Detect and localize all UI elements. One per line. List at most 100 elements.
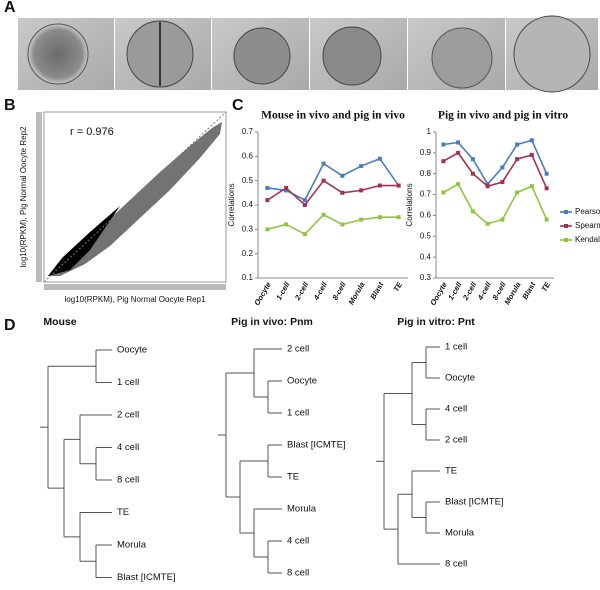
leaf-label: 4 cell	[445, 404, 467, 415]
marker	[284, 185, 289, 190]
tree-title: Mouse	[43, 316, 76, 328]
marker	[544, 217, 549, 222]
leaf-label: Morula	[445, 528, 475, 539]
marker	[485, 184, 490, 189]
leaf-label: 4 cell	[287, 536, 309, 547]
marker	[470, 157, 475, 162]
marker	[485, 182, 490, 187]
x-tick-label: 4-cell	[311, 280, 329, 303]
y-tick-label: 1	[427, 127, 432, 136]
legend-label: Spearman	[575, 221, 600, 230]
embryo	[322, 26, 382, 86]
legend-label: Kendall	[575, 235, 600, 244]
marker	[377, 156, 382, 161]
leaf-label: 2 cell	[117, 410, 139, 421]
marker	[321, 178, 326, 183]
line	[442, 151, 548, 189]
marker	[515, 190, 520, 195]
marker	[544, 171, 549, 176]
leaf-label: Oocyte	[117, 345, 147, 356]
chart-title: Pig in vivo and pig in vitro	[438, 110, 568, 122]
leaf-label: Blast [ICMTE]	[445, 497, 504, 508]
marker	[456, 150, 461, 155]
marker	[302, 198, 307, 203]
marker	[284, 222, 289, 227]
x-tick-label: 4-cell	[475, 280, 493, 303]
marker	[529, 152, 534, 157]
marker	[500, 180, 505, 185]
x-tick-label: 1-cell	[274, 280, 292, 302]
x-tick-label: TE	[539, 280, 552, 294]
y-tick-label: 0.7	[242, 127, 254, 136]
embryo	[513, 15, 591, 93]
leaf-label: Morula	[117, 540, 147, 551]
marker	[396, 215, 401, 220]
marker	[529, 184, 534, 189]
marker	[470, 171, 475, 176]
marker	[321, 161, 326, 166]
marker	[321, 212, 326, 217]
y-tick-label: 0.4	[420, 252, 432, 261]
chart-title: Mouse in vivo and pig in vivo	[261, 110, 405, 122]
leaf-label: TE	[445, 466, 457, 477]
line	[443, 139, 548, 186]
marker	[500, 165, 505, 170]
marker	[284, 188, 289, 193]
marker	[396, 183, 401, 188]
y-axis-label: log10(RPKM), Pig Normal Oocyte Rep2	[19, 126, 28, 267]
diagonal	[43, 111, 227, 283]
scatter-panel: r = 0.976 log10(RPKM), Pig Normal Oocyte…	[19, 111, 227, 304]
x-tick-label: Blast	[368, 280, 385, 301]
marker	[377, 183, 382, 188]
leaf-label: Blast [ICMTE]	[117, 572, 176, 583]
x-tick-label: 8-cell	[330, 280, 348, 302]
leaf-label: Oocyte	[445, 373, 475, 384]
marker	[456, 182, 461, 187]
legend-marker	[564, 224, 568, 228]
marker	[377, 215, 382, 220]
leaf-label: 8 cell	[117, 475, 139, 486]
marker	[265, 185, 270, 190]
marker	[500, 217, 505, 222]
y-tick-label: 0.9	[420, 148, 432, 157]
leaf-label: 1 cell	[287, 408, 309, 419]
y-tick-label: 0.3	[242, 224, 254, 233]
line	[266, 179, 399, 207]
marker	[359, 188, 364, 193]
x-tick-label: Morula	[346, 280, 366, 306]
legend-marker	[564, 238, 568, 242]
microscopy-strip	[18, 15, 598, 93]
leaf-label: 8 cell	[445, 559, 467, 570]
legend-label: Pearson	[575, 207, 600, 216]
marker	[441, 190, 446, 195]
leaf-label: Morula	[287, 504, 317, 515]
leaf-label: 8 cell	[287, 568, 309, 579]
tree-title: Pig in vitro: Pnt	[397, 316, 475, 328]
x-tick-label: Oocyte	[252, 280, 273, 307]
y-tick-label: 0.6	[420, 211, 432, 220]
x-tick-label: Blast	[520, 280, 537, 301]
marker	[456, 140, 461, 145]
y-axis-label: Correlations	[227, 183, 236, 226]
y-tick-label: 0.8	[420, 169, 432, 178]
line	[267, 213, 399, 236]
marker	[441, 159, 446, 164]
embryo	[431, 27, 493, 89]
point-core	[48, 206, 120, 276]
y-axis-label: Correlations	[405, 183, 414, 226]
marker	[544, 186, 549, 191]
y-tick-label: 0.2	[242, 249, 254, 258]
line	[442, 183, 548, 225]
panel-label: C	[232, 97, 244, 114]
marker	[340, 222, 345, 227]
embryo	[233, 27, 291, 85]
marker	[340, 173, 345, 178]
panel-label: A	[4, 0, 16, 16]
y-tick-label: 0.1	[242, 273, 254, 282]
rug	[36, 112, 42, 282]
marker	[340, 190, 345, 195]
panel-label: B	[4, 97, 16, 114]
y-tick-label: 0.5	[420, 231, 432, 240]
y-tick-label: 0.5	[242, 176, 254, 185]
leaf-label: 2 cell	[287, 344, 309, 355]
